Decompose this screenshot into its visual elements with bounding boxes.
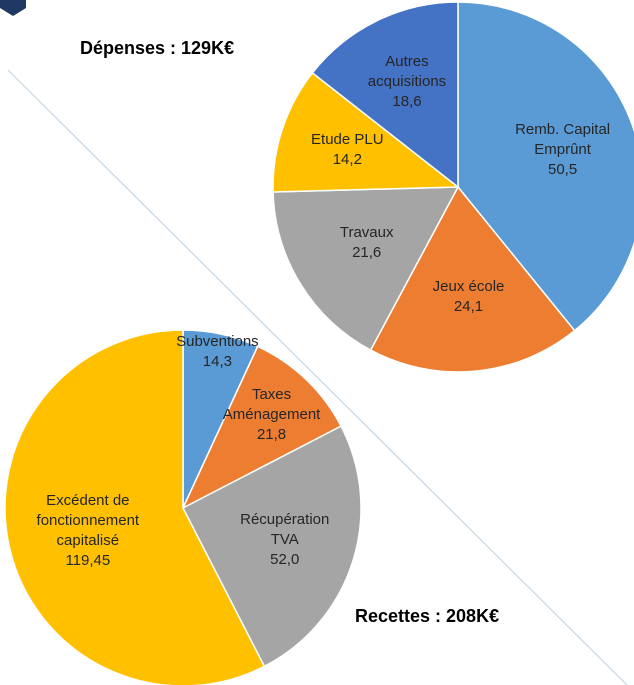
slice-label: Autres acquisitions 18,6: [352, 52, 462, 112]
category-label: Remb. Capital Emprûnt: [515, 120, 611, 158]
category-label: Récupération TVA: [240, 511, 330, 549]
value-label: 21,6: [352, 244, 382, 262]
slice-label: Excédent de fonctionnement capitalisé 119…: [13, 491, 163, 571]
slice-label: Travaux 21,6: [317, 223, 417, 263]
category-label: Autres acquisitions: [367, 53, 447, 91]
category-label: Taxes Aménagement: [222, 386, 321, 424]
value-label: 50,5: [548, 160, 578, 178]
value-label: 119,45: [65, 552, 111, 569]
pie-slice: [4, 329, 266, 685]
value-label: 14,2: [332, 151, 362, 169]
pie-slice: [369, 185, 576, 373]
pie-slice: [311, 1, 459, 189]
value-label: 24,1: [453, 298, 484, 316]
category-label: Etude PLU: [311, 131, 384, 149]
category-label: Travaux: [339, 224, 394, 242]
value-label: 18,6: [392, 93, 422, 111]
slice-label: Jeux école 24,1: [414, 277, 524, 317]
value-label: 52,0: [270, 551, 300, 569]
slice-label: Récupération TVA 52,0: [225, 510, 345, 570]
pie-slice: [181, 345, 343, 510]
slice-label: Remb. Capital Emprûnt 50,5: [498, 120, 628, 180]
divider-line: [7, 69, 628, 685]
slice-label: Taxes Aménagement 21,8: [207, 385, 337, 445]
chart-title: Dépenses : 129K€: [80, 38, 235, 58]
slice-label: Subventions 14,3: [162, 332, 272, 372]
chart-title: Recettes : 208K€: [355, 606, 500, 626]
category-label: Excédent de fonctionnement capitalisé: [36, 492, 140, 549]
pie-slice: [181, 425, 362, 668]
value-label: 14,3: [202, 352, 232, 370]
logo-fragment: [0, 0, 26, 16]
pie-slice: [272, 71, 461, 193]
pie-slice: [272, 186, 460, 352]
slice-label: Etude PLU 14,2: [297, 130, 397, 170]
value-label: 21,8: [256, 426, 287, 444]
category-label: Jeux école: [432, 278, 505, 296]
pie-slice: [457, 1, 634, 332]
category-label: Subventions: [176, 332, 259, 350]
